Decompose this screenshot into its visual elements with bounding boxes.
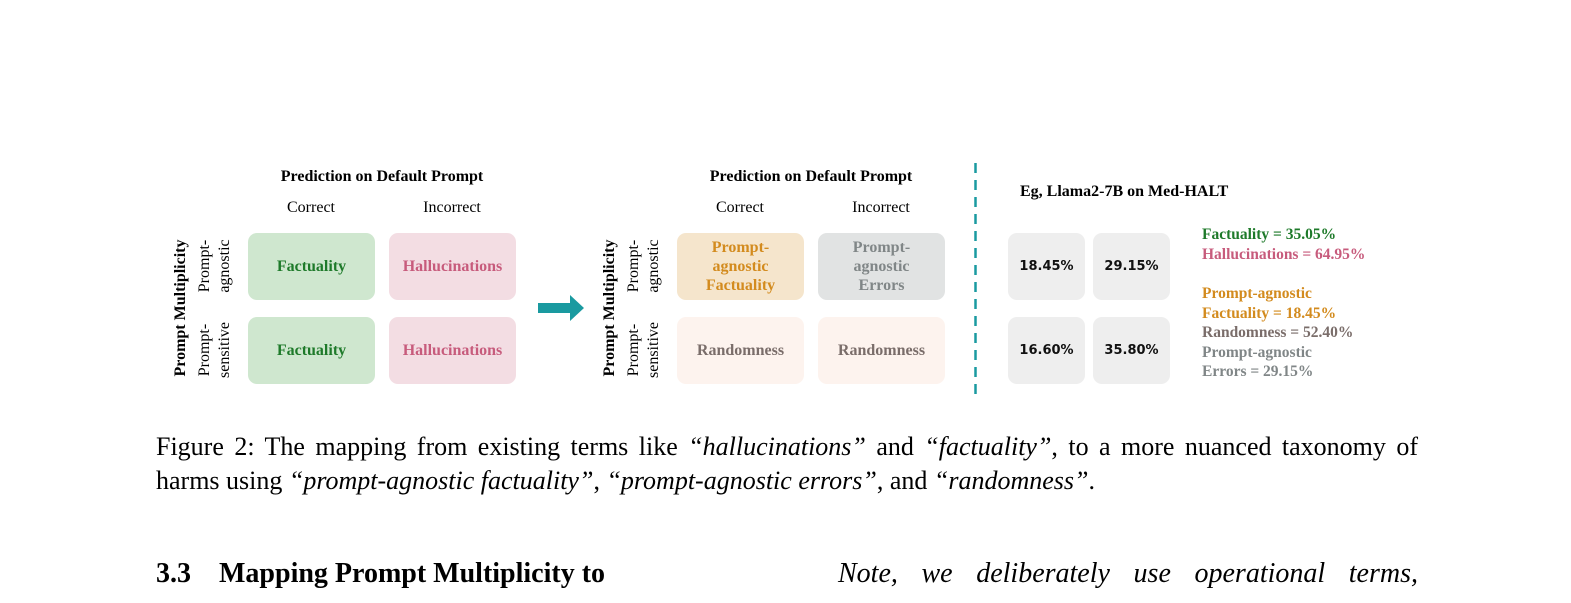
row-label-line: Prompt- (625, 323, 642, 377)
value-text: 16.60% (1019, 343, 1074, 358)
row-label: Prompt-sensitive (624, 322, 664, 378)
cell: Randomness (677, 317, 804, 384)
legend-text: Hallucinations = 64.95% (1202, 245, 1366, 263)
cell-text: Errors (858, 277, 905, 294)
row-label: Prompt-agnostic (195, 239, 235, 292)
legend-text: Factuality = 18.45% (1202, 304, 1337, 322)
row-group-label: Prompt Multiplicity (172, 239, 189, 377)
row-label-line: sensitive (216, 322, 233, 378)
row-label: Prompt-sensitive (195, 322, 235, 378)
cell: Hallucinations (389, 233, 516, 300)
example-title: Eg, Llama2-7B on Med-HALT (1020, 183, 1229, 200)
row-label-line: sensitive (645, 322, 662, 378)
cell: Randomness (818, 317, 945, 384)
row-group-label: Prompt Multiplicity (601, 239, 618, 377)
cell: Factuality (248, 233, 375, 300)
caption-segment: “randomness” (933, 466, 1089, 495)
cell-text: Factuality (276, 342, 347, 359)
value-text: 35.80% (1104, 343, 1159, 358)
row-label-line: agnostic (216, 239, 233, 293)
value-cell: 18.45% (1008, 233, 1085, 300)
section-heading: 3.3 Mapping Prompt Multiplicity to (156, 558, 605, 590)
cell-text: agnostic (712, 258, 769, 275)
section-number: 3.3 (156, 558, 191, 589)
cell: Prompt-agnostic Errors (818, 233, 945, 300)
value-cell: 35.80% (1093, 317, 1170, 384)
row-label-line: Prompt- (625, 239, 642, 293)
caption-segment: “hallucinations” (688, 432, 866, 461)
cell-text: Prompt- (852, 239, 911, 256)
arrow (538, 295, 584, 321)
value-text: 29.15% (1104, 259, 1159, 274)
cell-text: Hallucinations (402, 258, 503, 275)
caption-segment: “prompt-agnostic factuality” (288, 466, 594, 495)
cell-text: agnostic (853, 258, 910, 275)
section-title: Mapping Prompt Multiplicity to (219, 558, 606, 589)
body-text: Note, we deliberately use operational te… (838, 558, 1418, 589)
caption-segment: and (865, 432, 925, 461)
panel-title: Prediction on Default Prompt (709, 168, 913, 185)
value-text: 18.45% (1019, 259, 1074, 274)
cell-text: Hallucinations (402, 342, 503, 359)
cell: Prompt-agnostic Factuality (677, 233, 804, 300)
caption-segment: “factuality” (924, 432, 1052, 461)
row-label-line: Prompt- (196, 239, 213, 293)
caption-segment: “prompt-agnostic errors” (606, 466, 877, 495)
caption-segment: , to a more nuanced taxonomy of harms us… (156, 432, 1418, 495)
caption-segment: , (593, 466, 607, 495)
row-label-line: agnostic (645, 239, 662, 293)
legend-text: Prompt-agnostic (1202, 285, 1312, 302)
legend-text: Factuality = 35.05% (1202, 226, 1337, 243)
caption: Figure 2: The mapping from existing term… (156, 430, 1418, 498)
row-label: Prompt-agnostic (624, 239, 664, 292)
caption-segment: , and (876, 466, 934, 495)
cell-text: Factuality (276, 258, 347, 275)
panel-title: Prediction on Default Prompt (280, 168, 484, 185)
cell-text: Randomness (696, 342, 785, 359)
caption-segment: Figure 2: The mapping from existing term… (156, 432, 689, 461)
legend-text: Errors = 29.15% (1202, 363, 1314, 380)
column-label: Correct (716, 199, 764, 216)
cell: Hallucinations (389, 317, 516, 384)
cell: Factuality (248, 317, 375, 384)
value-cell: 16.60% (1008, 317, 1085, 384)
cell-text: Factuality (705, 277, 776, 294)
cell-text: Randomness (837, 342, 926, 359)
column-label: Incorrect (852, 199, 910, 216)
column-label: Correct (287, 199, 335, 216)
cell-text: Prompt- (711, 239, 770, 256)
legend-text: Randomness = 52.40% (1202, 324, 1354, 341)
row-label-line: Prompt- (196, 323, 213, 377)
caption-segment: . (1088, 466, 1095, 495)
legend-text: Prompt-agnostic (1202, 343, 1312, 361)
value-cell: 29.15% (1093, 233, 1170, 300)
column-label: Incorrect (423, 199, 481, 216)
